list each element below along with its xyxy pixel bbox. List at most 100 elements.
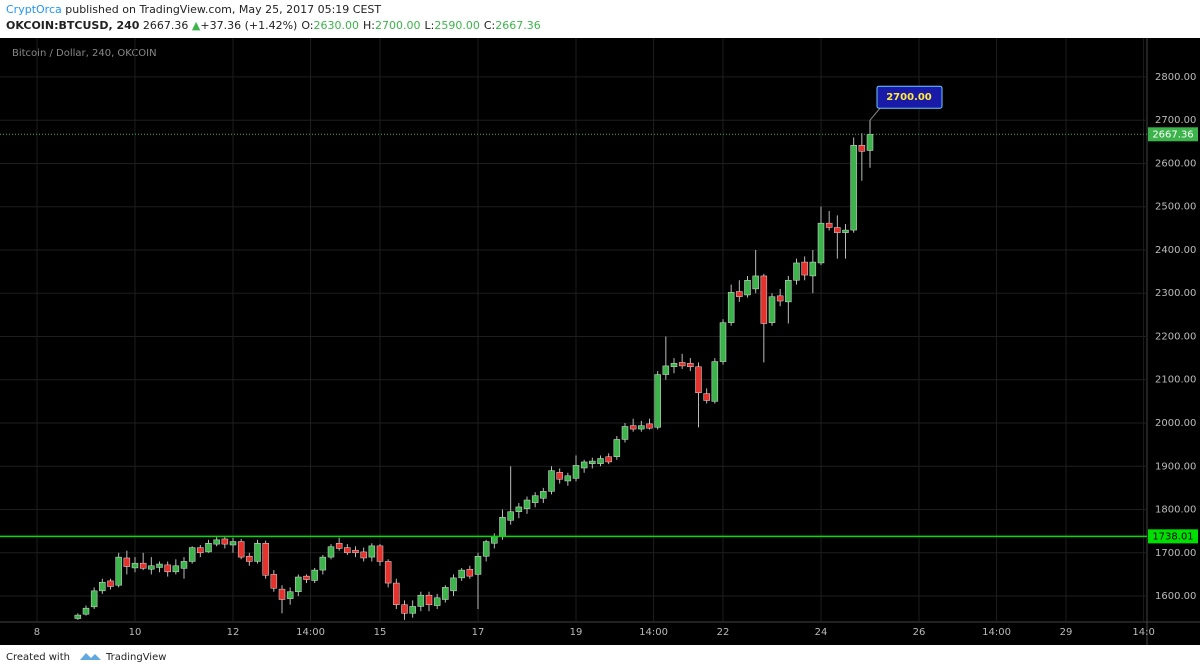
- candle-body: [172, 565, 180, 573]
- header-bg: [0, 0, 1200, 38]
- candle-body: [523, 499, 531, 509]
- candle-body: [842, 229, 849, 233]
- price-badge-label: 2667.36: [1152, 129, 1193, 140]
- candle-body: [801, 261, 808, 276]
- x-tick-label: 14:00: [296, 627, 325, 638]
- candle-body: [589, 460, 596, 464]
- candle-body: [450, 577, 457, 592]
- candle-body: [384, 561, 392, 584]
- x-tick-label: 29: [1060, 627, 1073, 638]
- candle-body: [531, 495, 539, 503]
- y-tick-label: 1700.00: [1155, 548, 1196, 559]
- candle-body: [148, 565, 155, 570]
- candle-body: [319, 556, 327, 571]
- candle-body: [703, 393, 710, 401]
- candle-body: [286, 591, 294, 599]
- candle-body: [564, 475, 572, 482]
- x-tick-label: 19: [570, 627, 583, 638]
- ohlc-label: O:: [301, 19, 313, 32]
- candle-body: [572, 465, 580, 479]
- candle-body: [295, 576, 302, 592]
- candle-body: [711, 361, 719, 402]
- candle-body: [825, 222, 833, 228]
- candle-body: [262, 543, 269, 576]
- candle-body: [327, 546, 335, 558]
- candle-body: [433, 597, 441, 606]
- candle-body: [82, 607, 90, 615]
- candle-body: [662, 365, 670, 375]
- candle-body: [99, 581, 106, 592]
- candle-body: [736, 291, 743, 297]
- candle-body: [687, 363, 694, 368]
- published: published on TradingView.com, May 25, 20…: [65, 3, 381, 16]
- candle-body: [605, 456, 612, 463]
- candle-body: [507, 511, 514, 521]
- change-arrow: ▲: [192, 19, 201, 32]
- candle-body: [727, 292, 735, 323]
- footer-brand[interactable]: TradingView: [105, 652, 166, 663]
- candle-body: [164, 564, 171, 573]
- y-tick-label: 1800.00: [1155, 505, 1196, 516]
- candle-body: [115, 556, 122, 586]
- grid: 1600.00 1700.00 1800.00 1900.00 2000.00 2100.…: [0, 38, 1196, 638]
- candle-body: [654, 374, 661, 428]
- footer-created: Created with: [6, 652, 70, 663]
- candle-body: [188, 547, 196, 562]
- ohlc-value: 2590.00: [434, 19, 480, 32]
- y-tick-label: 2800.00: [1155, 72, 1196, 83]
- candle-body: [482, 541, 490, 557]
- candle-body: [270, 574, 278, 589]
- candle-body: [695, 366, 702, 393]
- candle-body: [638, 425, 645, 430]
- candle-body: [646, 423, 653, 429]
- x-tick-label: 24: [815, 627, 828, 638]
- candle-body: [246, 555, 253, 562]
- candle-body: [744, 280, 751, 296]
- logo: [80, 653, 101, 660]
- candle-body: [344, 547, 351, 554]
- x-tick-label: 14:0: [1132, 627, 1154, 638]
- author[interactable]: CryptOrca: [6, 3, 62, 16]
- candle-body: [613, 439, 621, 457]
- x-tick-label: 15: [374, 627, 387, 638]
- candle-body: [254, 543, 261, 562]
- x-tick-label: 17: [472, 627, 485, 638]
- candle-body: [221, 538, 229, 545]
- candle-body: [785, 280, 792, 303]
- callout-pointer: [869, 107, 881, 121]
- candle-body: [425, 594, 433, 605]
- y-tick-label: 2500.00: [1155, 202, 1196, 213]
- y-tick-label: 2200.00: [1155, 331, 1196, 342]
- candle-body: [352, 549, 359, 554]
- x-tick-label: 10: [129, 627, 142, 638]
- candle-body: [335, 543, 343, 549]
- candle-body: [719, 322, 727, 362]
- candle-body: [205, 543, 212, 553]
- x-tick-label: 8: [34, 627, 40, 638]
- candle-body: [580, 461, 588, 469]
- y-tick-label: 2400.00: [1155, 245, 1196, 256]
- candle-body: [793, 262, 800, 281]
- candle-body: [670, 363, 678, 368]
- candle-body: [466, 568, 474, 577]
- candle-body: [376, 545, 384, 562]
- ohlc-value: 2630.00: [314, 19, 360, 32]
- price-badge: [1148, 529, 1198, 544]
- x-tick-label: 14:00: [982, 627, 1011, 638]
- candle-body: [368, 545, 376, 558]
- candle-body: [629, 425, 637, 430]
- y-tick-label: 2100.00: [1155, 375, 1196, 386]
- candle-body: [752, 275, 759, 290]
- candle-body: [90, 590, 98, 608]
- candle-body: [393, 582, 400, 605]
- candle-body: [474, 555, 482, 575]
- candle-body: [768, 296, 776, 323]
- x-tick-label: 26: [913, 627, 926, 638]
- y-tick-label: 2700.00: [1155, 115, 1196, 126]
- price-badge: [1148, 127, 1198, 142]
- change: +37.36 (+1.42%): [200, 19, 297, 32]
- last-price: 2667.36: [143, 19, 189, 32]
- plot-bg: [0, 38, 1200, 645]
- x-tick-label: 12: [227, 627, 240, 638]
